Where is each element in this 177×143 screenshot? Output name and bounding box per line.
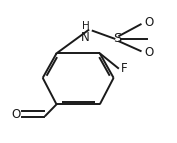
Text: F: F: [121, 62, 127, 75]
Text: H: H: [82, 21, 90, 30]
Text: S: S: [113, 32, 122, 45]
Text: N: N: [81, 31, 90, 44]
Text: O: O: [144, 16, 153, 29]
Text: O: O: [12, 108, 21, 121]
Text: O: O: [144, 46, 153, 59]
